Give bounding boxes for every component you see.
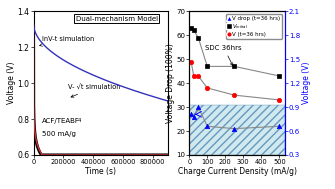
Text: Dual-mechanism Model: Dual-mechanism Model (75, 16, 158, 22)
Point (191, 115, 196, 118)
Text: SDC 36hrs: SDC 36hrs (205, 45, 242, 66)
Text: InV-t simulation: InV-t simulation (40, 36, 94, 46)
X-axis label: Charge Current Density (mA/g): Charge Current Density (mA/g) (178, 167, 296, 176)
Point (277, 125, 282, 128)
Point (188, 60, 194, 63)
Y-axis label: Voltage Drop (100%): Voltage Drop (100%) (166, 43, 175, 123)
Point (188, 27, 194, 30)
Y-axis label: Voltage (V): Voltage (V) (7, 62, 16, 104)
Point (196, 74, 201, 77)
Text: 4: 4 (78, 118, 81, 123)
Y-axis label: Voltage (V): Voltage (V) (302, 62, 311, 104)
Point (231, 94, 237, 97)
Point (196, 106, 201, 109)
Point (231, 127, 237, 130)
Point (205, 86, 210, 89)
Legend: V drop (t=36 hrs), $V_{initial}$, V (t=36 hrs): V drop (t=36 hrs), $V_{initial}$, V (t=3… (226, 14, 282, 39)
Point (191, 29, 196, 32)
Point (188, 113, 194, 116)
Point (205, 65, 210, 68)
Text: V- √t simulation: V- √t simulation (68, 84, 120, 97)
X-axis label: Time (s): Time (s) (85, 167, 116, 176)
Point (277, 74, 282, 77)
Point (205, 125, 210, 128)
Text: 500 mA/g: 500 mA/g (42, 131, 75, 137)
Point (231, 65, 237, 68)
Text: ACF/TEABF: ACF/TEABF (42, 118, 79, 124)
Point (196, 36, 201, 39)
Point (277, 98, 282, 101)
Point (191, 74, 196, 77)
